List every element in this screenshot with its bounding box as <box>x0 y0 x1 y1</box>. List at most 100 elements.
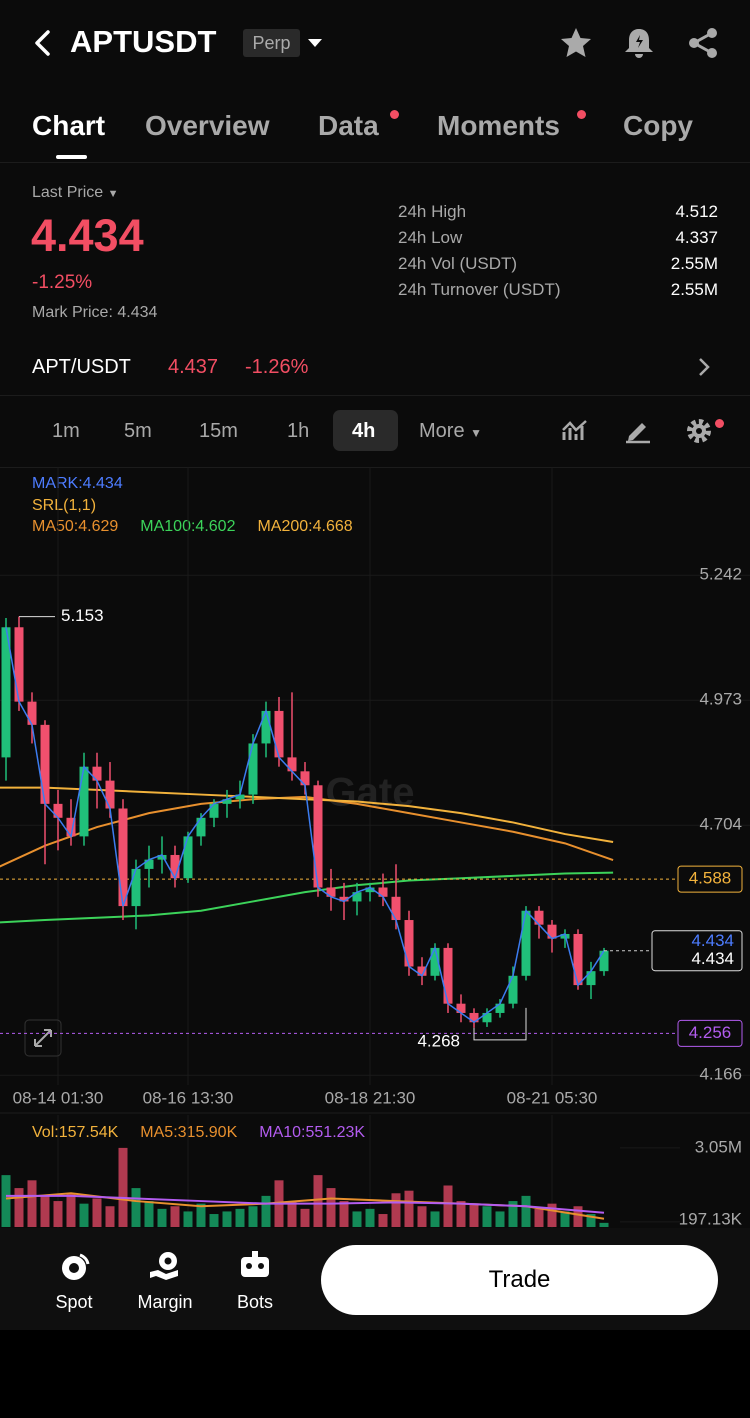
margin-icon[interactable] <box>148 1250 182 1282</box>
volume-bar <box>287 1201 297 1227</box>
candle-body <box>79 766 89 837</box>
pair-chevron[interactable] <box>696 356 712 378</box>
candle-body <box>482 1012 492 1023</box>
volume-bar <box>53 1201 63 1227</box>
spot-icon[interactable] <box>58 1252 92 1282</box>
candle-body <box>157 854 167 860</box>
price-tag: 4.256 <box>689 1023 732 1042</box>
candle-body <box>417 966 427 976</box>
volume-bar <box>118 1147 128 1227</box>
volume-bar <box>378 1214 388 1227</box>
volume-bar <box>27 1180 37 1227</box>
bots-icon[interactable] <box>238 1250 272 1280</box>
volume-bar <box>313 1175 323 1227</box>
volume-bar <box>391 1193 401 1227</box>
ma-legend-item: MA50:4.629 <box>32 518 119 535</box>
nav-label[interactable]: Spot <box>55 1292 93 1312</box>
interval[interactable]: 1h <box>287 420 310 442</box>
mark-price-label: Mark Price: <box>32 304 113 321</box>
price-tag-box <box>677 1019 743 1047</box>
watermark: Gate <box>326 771 415 815</box>
favorite-icon[interactable] <box>558 26 594 60</box>
pair-name[interactable]: APT/USDT <box>32 356 131 378</box>
volume-bar <box>131 1188 141 1227</box>
share-icon[interactable] <box>686 26 720 60</box>
candle-body <box>508 975 518 1004</box>
last-mark-tag: 4.434 <box>691 931 734 950</box>
divider <box>0 395 750 396</box>
volume-bar <box>170 1206 180 1227</box>
candle-body <box>131 868 141 907</box>
candle-body <box>599 950 609 972</box>
mark-price-line <box>5 627 605 1024</box>
candle-body <box>365 887 375 893</box>
nav-label[interactable]: Margin <box>137 1292 193 1312</box>
notification-dot <box>577 110 586 119</box>
volume-bar <box>417 1206 427 1227</box>
tab-data[interactable]: Data <box>318 110 379 141</box>
tab-copy[interactable]: Copy <box>623 110 693 141</box>
price-chart: Gate 5.242 4.973 4.704 4.166 08-14 01:30 08-1… <box>0 467 750 1228</box>
candle-body <box>1 627 11 758</box>
divider <box>0 162 750 163</box>
interval[interactable]: 1m <box>52 420 80 442</box>
candle-body <box>469 1012 479 1023</box>
volume-bar <box>508 1201 518 1227</box>
volume-ma-line <box>6 1194 605 1214</box>
interval-more[interactable]: More ▼ <box>419 420 483 442</box>
low-marker: 4.268 <box>417 1031 460 1050</box>
tab-moments[interactable]: Moments <box>437 110 560 141</box>
candle-body <box>391 896 401 921</box>
expand-button[interactable] <box>24 1019 62 1057</box>
settings-icon[interactable] <box>686 417 714 445</box>
candle-body <box>586 971 596 986</box>
volume-legend-item: Vol:157.54K <box>32 1124 119 1141</box>
last-price-label[interactable]: Last Price ▼ <box>32 184 119 201</box>
volume-bar <box>404 1190 414 1227</box>
volume-bar <box>196 1203 206 1227</box>
y-tick-label: 4.973 <box>699 690 742 709</box>
candle-body <box>430 947 440 976</box>
candle-body <box>105 780 115 809</box>
ma-line <box>0 871 614 924</box>
interval-selected[interactable]: 4h <box>352 420 376 442</box>
notification-dot <box>390 110 399 119</box>
volume-bar <box>261 1195 271 1227</box>
candle-body <box>326 887 336 897</box>
stat-label: 24h Turnover (USDT) <box>398 280 561 299</box>
tab-chart[interactable]: Chart <box>32 110 106 141</box>
back-button[interactable] <box>30 28 56 58</box>
symbol-dropdown[interactable] <box>306 36 324 50</box>
stat-label: 24h Vol (USDT) <box>398 254 518 273</box>
volume-bar <box>209 1214 219 1227</box>
volume-bar <box>599 1222 609 1227</box>
high-marker: 5.153 <box>61 606 104 625</box>
interval[interactable]: 5m <box>124 420 152 442</box>
last-price-tag: 4.434 <box>691 949 734 968</box>
draw-icon[interactable] <box>624 418 652 444</box>
last-price-label-text: Last Price <box>32 184 104 201</box>
last-price: 4.434 <box>31 210 144 261</box>
volume-bar <box>339 1201 349 1227</box>
volume-bar <box>92 1198 102 1227</box>
nav-label[interactable]: Bots <box>236 1292 274 1312</box>
price-change: -1.25% <box>32 272 93 293</box>
volume-bar <box>235 1208 245 1227</box>
volume-bar <box>547 1203 557 1227</box>
mark-price-value: 4.434 <box>117 304 158 321</box>
x-tick-label: 08-14 01:30 <box>13 1088 104 1107</box>
tab-overview[interactable]: Overview <box>145 110 270 141</box>
trade-button[interactable]: Trade <box>321 1245 718 1315</box>
candle-body <box>534 910 544 925</box>
candle-body <box>40 724 50 804</box>
interval[interactable]: 15m <box>199 420 238 442</box>
ma-line <box>0 795 614 868</box>
volume-bar <box>300 1208 310 1227</box>
stat-value: 2.55M <box>670 254 718 273</box>
candle-body <box>404 920 414 967</box>
alert-icon[interactable] <box>622 26 656 60</box>
indicator-icon[interactable] <box>561 418 589 444</box>
volume-bar <box>14 1188 24 1227</box>
candle-body <box>53 803 63 818</box>
mark-price: Mark Price: 4.434 <box>32 304 157 322</box>
